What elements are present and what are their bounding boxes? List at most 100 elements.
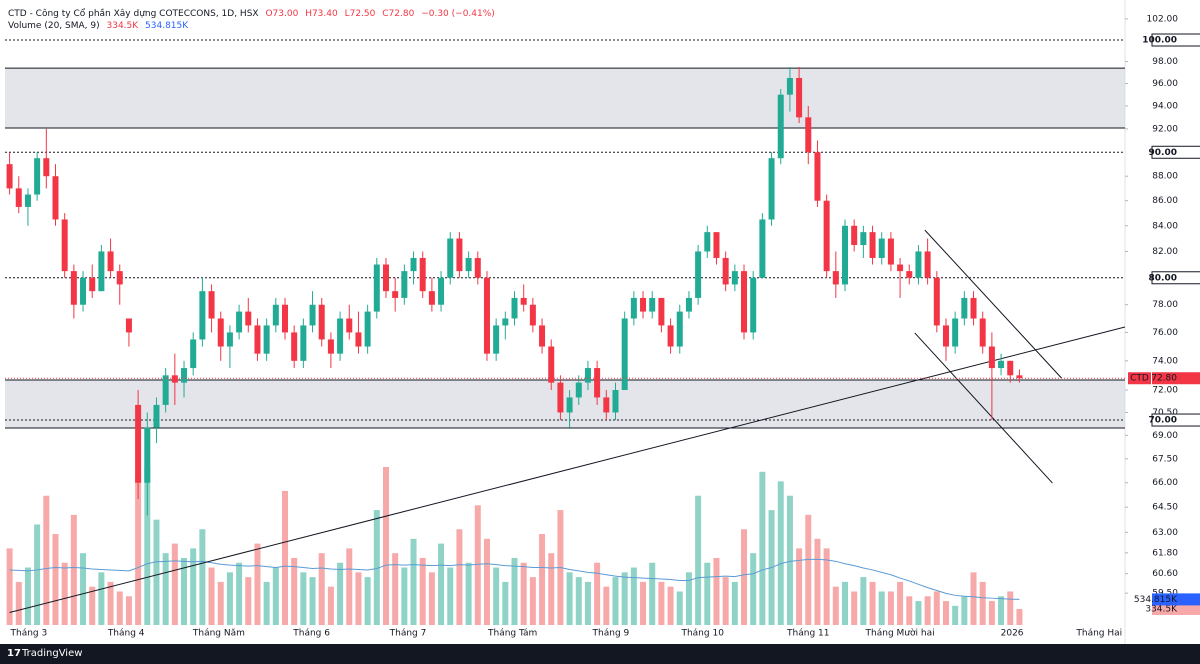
logo: 17 <box>7 648 21 659</box>
volume-bar <box>199 529 206 625</box>
volume-bar <box>805 514 812 625</box>
candle-body <box>135 404 142 483</box>
candle-body <box>640 297 647 312</box>
candle-body <box>685 297 692 312</box>
volume-bar <box>98 572 105 625</box>
candle-body <box>621 318 628 391</box>
candle-body <box>777 94 784 159</box>
volume-bar <box>181 557 188 625</box>
candle-body <box>988 346 995 369</box>
y-tick-label: 67.50 <box>1152 454 1178 464</box>
volume-bar <box>401 567 408 625</box>
volume-bar <box>1016 608 1023 625</box>
candle-body <box>144 427 151 483</box>
volume-bar <box>998 596 1005 625</box>
x-tick-label: Tháng Mười hai <box>865 628 935 639</box>
volume-bar <box>548 553 555 625</box>
candle-body <box>263 325 270 354</box>
volume-bar <box>741 529 748 625</box>
volume-bar <box>428 572 435 625</box>
volume-bar <box>823 548 830 625</box>
candle-body <box>897 264 904 272</box>
level-box <box>1151 271 1200 285</box>
candle-body <box>814 152 821 201</box>
candle-body <box>722 257 729 285</box>
candle-body <box>676 311 683 347</box>
candle-body <box>217 318 224 347</box>
x-tick-label: Tháng 6 <box>292 629 330 639</box>
volume-bar <box>190 548 197 625</box>
y-tick-label: 96.00 <box>1152 79 1178 89</box>
candle-body <box>70 271 77 305</box>
ohlc-high: H73.40 <box>305 9 338 19</box>
candle-body <box>575 382 582 398</box>
candle-body <box>998 360 1005 369</box>
volume-bar <box>713 557 720 625</box>
candle-body <box>116 271 123 285</box>
candle-body <box>731 271 738 285</box>
volume-bar <box>6 548 13 625</box>
volume-bar <box>502 581 509 625</box>
candle-body <box>584 368 591 383</box>
volume-bar <box>1007 591 1014 625</box>
volume-bar <box>915 601 922 625</box>
volume-bar <box>300 572 307 625</box>
volume-legend: Volume (20, SMA, 9) 334.5K 534.815K <box>8 21 192 31</box>
candle-body <box>309 304 316 326</box>
candle-body <box>190 339 197 369</box>
candle-body <box>860 232 867 245</box>
y-tick-label: 92.00 <box>1152 124 1178 134</box>
volume-bar <box>630 567 637 625</box>
candle-body <box>89 277 96 292</box>
volume-bar <box>695 495 702 625</box>
volume-tag-label: 534.815K <box>1134 595 1178 605</box>
y-tick-label: 78.00 <box>1152 300 1178 310</box>
volume-bar <box>575 577 582 625</box>
volume-bar <box>107 581 114 625</box>
candle-body <box>199 291 206 340</box>
volume-bar <box>144 467 151 625</box>
candle-body <box>713 232 720 258</box>
volume-bar <box>667 586 674 625</box>
candle-body <box>392 291 399 298</box>
candle-body <box>768 158 775 220</box>
candle-body <box>786 77 793 95</box>
ohlc-change: −0.30 (−0.41%) <box>421 9 495 19</box>
candle-body <box>456 238 463 272</box>
zone <box>5 380 1125 428</box>
candle-body <box>410 257 417 272</box>
candle-body <box>924 251 931 278</box>
candle-body <box>300 325 307 361</box>
volume-bar <box>832 586 839 625</box>
volume-bar <box>722 577 729 625</box>
volume-tag <box>1152 602 1200 615</box>
volume-bar <box>236 562 243 625</box>
candle-body <box>961 297 968 319</box>
volume-bar <box>282 490 288 625</box>
volume-bar <box>483 538 490 625</box>
level-label: 80.00 <box>1149 273 1177 283</box>
candle-body <box>704 232 711 252</box>
volume-bar <box>786 495 793 625</box>
candle-body <box>832 271 839 285</box>
volume-bar <box>493 567 500 625</box>
symbol-tag <box>1128 372 1151 385</box>
volume-bar <box>988 601 995 625</box>
x-tick-label: Tháng Hai <box>1075 629 1122 639</box>
volume-bar <box>759 471 766 625</box>
candle-body <box>419 257 426 292</box>
candle-body <box>346 318 353 333</box>
candle-body <box>529 304 536 326</box>
volume-bar <box>116 591 123 625</box>
trendline <box>914 332 1053 484</box>
volume-bar <box>584 581 591 625</box>
volume-bar <box>456 529 463 625</box>
candle-body <box>649 297 656 312</box>
x-tick-label: Tháng Năm <box>192 629 245 639</box>
candle-body <box>511 297 518 319</box>
candle-body <box>851 225 858 245</box>
volume-bar <box>621 572 628 625</box>
candle-body <box>823 200 830 272</box>
candle-body <box>236 311 243 333</box>
